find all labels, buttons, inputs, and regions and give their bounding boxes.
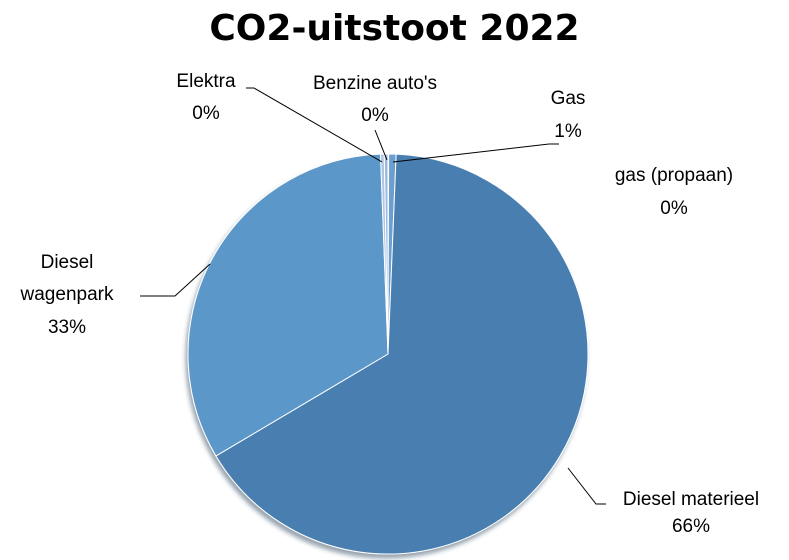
slice-name-label-elektra: Elektra [176, 71, 236, 92]
leader-line-diesel-materieel [567, 467, 606, 505]
leader-line-gas [392, 143, 559, 163]
pie-slice-diesel-materieel [215, 153, 589, 555]
pie-slice-diesel-wagenpark [187, 153, 389, 457]
leader-line-benzine-auto-s [374, 129, 388, 161]
slice-name-label-diesel-wagenpark: wagenpark [20, 284, 114, 305]
slice-value-label-diesel-materieel: 66% [672, 516, 710, 537]
slice-name-label-diesel-wagenpark: Diesel [41, 252, 94, 273]
slice-value-label-gas: 1% [554, 121, 582, 142]
slice-value-label-diesel-wagenpark: 33% [48, 317, 86, 338]
chart-title: CO2-uitstoot 2022 [209, 8, 580, 49]
leader-line-elektra [246, 87, 383, 163]
slice-value-label-benzine-auto-s: 0% [361, 105, 389, 126]
slice-value-label-elektra: 0% [192, 103, 220, 124]
leader-line-diesel-wagenpark [140, 263, 211, 297]
slice-value-label-gas-propaan: 0% [660, 198, 688, 219]
slice-name-label-gas: Gas [551, 88, 586, 109]
slice-name-label-benzine-auto-s: Benzine auto's [313, 73, 437, 94]
slice-name-label-gas-propaan: gas (propaan) [615, 165, 733, 186]
slice-name-label-diesel-materieel: Diesel materieel [623, 489, 759, 510]
